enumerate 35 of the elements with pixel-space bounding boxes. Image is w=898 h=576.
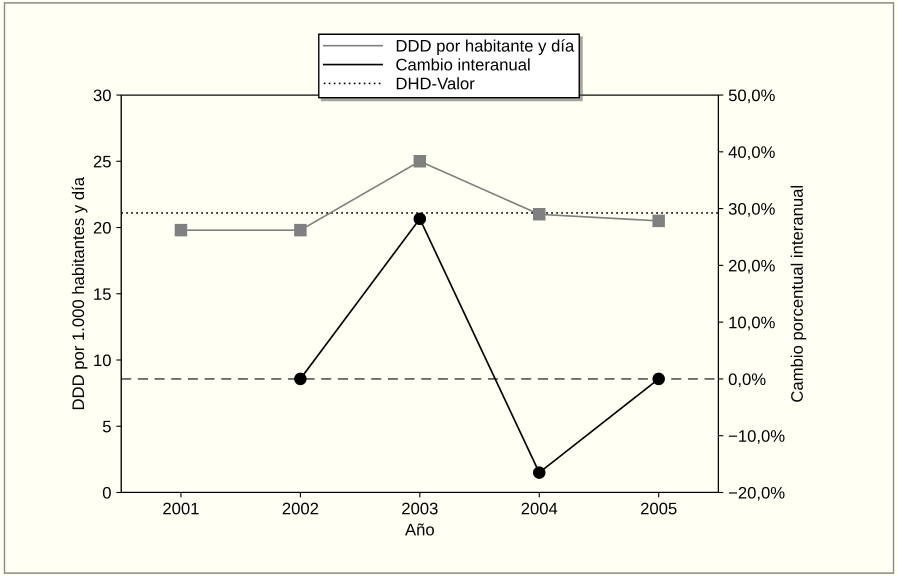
y2-tick-label: 20,0%	[728, 260, 775, 274]
point	[414, 212, 426, 226]
point	[414, 155, 426, 168]
x-tick-label: 2005	[640, 502, 677, 514]
point	[652, 214, 665, 228]
y-tick-label: 25	[94, 156, 111, 168]
x-tick-label: 2003	[402, 502, 438, 514]
y2-tick-label: 10,0%	[729, 316, 775, 330]
point	[294, 372, 307, 386]
y2-tick-label: 0,0%	[728, 373, 766, 388]
y-tick-label: 30	[94, 89, 111, 102]
y-tick-label: 10	[94, 354, 111, 366]
x-tick-label: 2001	[163, 502, 199, 514]
point	[294, 224, 307, 236]
point	[533, 466, 546, 479]
legend-label: DHD-Valor	[396, 77, 474, 90]
x-axis-title: Año	[405, 523, 434, 536]
x-tick-label: 2002	[282, 502, 318, 514]
y2-tick-label: −10,0%	[728, 430, 785, 444]
point	[652, 372, 665, 386]
y2-axis-title: Cambio porcentual interanual	[790, 186, 806, 402]
y-tick-label: 20	[94, 222, 111, 234]
y-axis-title: DDD por 1.000 habitantes y día	[72, 177, 88, 410]
point	[533, 208, 546, 221]
y-tick-label: 5	[102, 420, 111, 432]
y2-tick-label: 40,0%	[728, 146, 775, 160]
y2-tick-label: 30,0%	[728, 202, 775, 217]
x-tick-label: 2004	[522, 502, 558, 514]
legend-label: Cambio interanual	[396, 58, 530, 71]
legend-label: DDD por habitante y día	[396, 39, 574, 55]
point	[174, 224, 188, 236]
y2-tick-label: −20,0%	[728, 486, 785, 501]
y-tick-label: 15	[94, 288, 111, 300]
y2-tick-label: 50,0%	[728, 89, 775, 104]
y-tick-label: 0	[102, 486, 111, 499]
